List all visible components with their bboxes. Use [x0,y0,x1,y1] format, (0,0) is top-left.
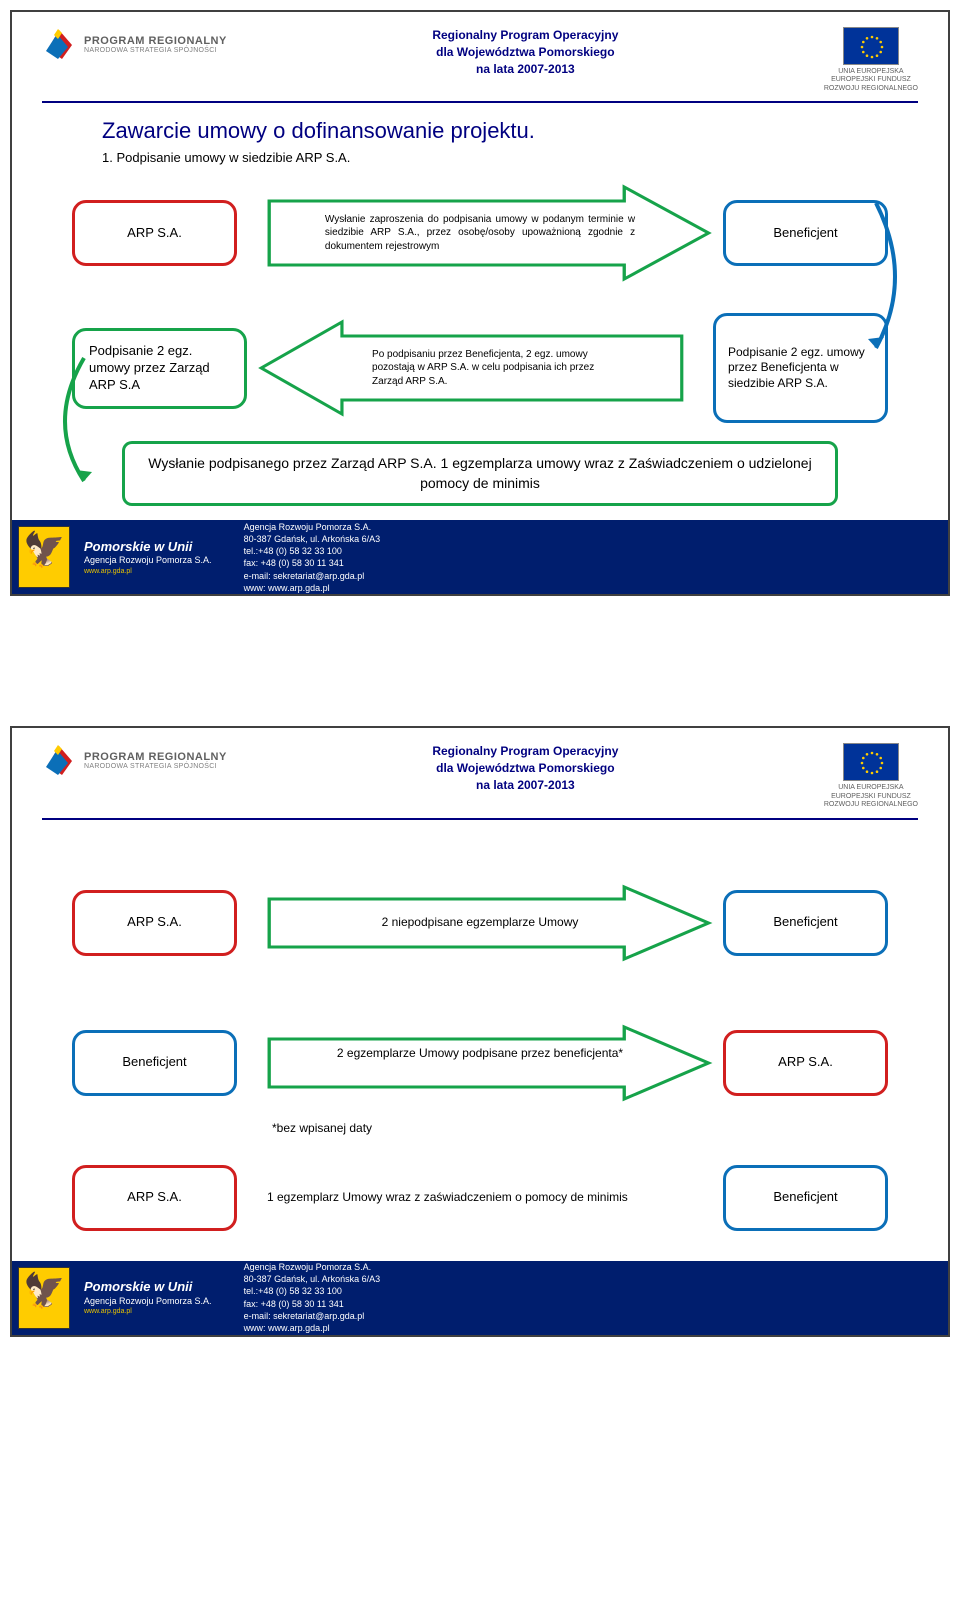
header-divider [42,818,918,820]
contact-l3: tel.:+48 (0) 58 32 33 100 [244,1285,381,1297]
pomorskie-shield-icon: 🦅 [18,1267,70,1329]
flow-row-1: ARP S.A. 2 niepodpisane egzemplarze Umow… [72,873,888,973]
contact-l3: tel.:+48 (0) 58 32 33 100 [244,545,381,557]
footer-contact: Agencja Rozwoju Pomorza S.A. 80-387 Gdań… [244,521,381,594]
box-sign-benef: Podpisanie 2 egz. umowy przez Beneficjen… [713,313,888,423]
header-center-l1: Regionalny Program Operacyjny [432,743,618,760]
header-divider [42,101,918,103]
footer-brand-sub: Agencja Rozwoju Pomorza S.A. [84,1296,212,1308]
box-beneficjent-3: Beneficjent [723,1165,888,1231]
box-arp-2: ARP S.A. [723,1030,888,1096]
footer-contact: Agencja Rozwoju Pomorza S.A. 80-387 Gdań… [244,1261,381,1334]
arrow-text-3: 1 egzemplarz Umowy wraz z zaświadczeniem… [267,1189,693,1206]
header-center-l1: Regionalny Program Operacyjny [432,27,618,44]
contact-l1: Agencja Rozwoju Pomorza S.A. [244,1261,381,1273]
eu-flag-icon [843,743,899,781]
footer-brand-main: Pomorskie w Unii [84,539,212,556]
eu-l3: ROZWOJU REGIONALNEGO [824,801,918,809]
footer-brand: Pomorskie w Unii Agencja Rozwoju Pomorza… [84,1279,212,1317]
program-subtitle: NARODOWA STRATEGIA SPÓJNOŚCI [84,763,227,770]
header-left: PROGRAM REGIONALNY NARODOWA STRATEGIA SP… [42,743,227,777]
header-center-l2: dla Województwa Pomorskiego [432,760,618,777]
arrow-text-1: Wysłanie zaproszenia do podpisania umowy… [317,213,643,254]
contact-l2: 80-387 Gdańsk, ul. Arkońska 6/A3 [244,533,381,545]
eu-text: UNIA EUROPEJSKA EUROPEJSKI FUNDUSZ ROZWO… [824,68,918,93]
arrow-text-2: Po podpisaniu przez Beneficjenta, 2 egz.… [364,348,623,389]
slide-header: PROGRAM REGIONALNY NARODOWA STRATEGIA SP… [42,743,918,817]
nss-logo-icon [42,27,76,61]
eu-l2: EUROPEJSKI FUNDUSZ [824,793,918,801]
long-box-result: Wysłanie podpisanego przez Zarząd ARP S.… [122,441,838,506]
contact-l5: e-mail: sekretariat@arp.gda.pl [244,1310,381,1322]
nss-logo-icon [42,743,76,777]
eu-l3: ROZWOJU REGIONALNEGO [824,85,918,93]
slide-1: PROGRAM REGIONALNY NARODOWA STRATEGIA SP… [10,10,950,596]
arrow-right: 2 niepodpisane egzemplarze Umowy [247,873,713,973]
contact-l2: 80-387 Gdańsk, ul. Arkońska 6/A3 [244,1273,381,1285]
footer-brand-url: www.arp.gda.pl [84,567,212,576]
flow-row-2: Beneficjent 2 egzemplarze Umowy podpisan… [72,1013,888,1113]
footnote: *bez wpisanej daty [272,1121,918,1135]
contact-l5: e-mail: sekretariat@arp.gda.pl [244,570,381,582]
arrow-right-2: 2 egzemplarze Umowy podpisane przez bene… [247,1013,713,1113]
header-center-l3: na lata 2007-2013 [432,61,618,78]
box-sign-zarzad: Podpisanie 2 egz. umowy przez Zarząd ARP… [72,328,247,409]
header-left-text: PROGRAM REGIONALNY NARODOWA STRATEGIA SP… [84,751,227,770]
contact-l4: fax: +48 (0) 58 30 11 341 [244,1298,381,1310]
program-subtitle: NARODOWA STRATEGIA SPÓJNOŚCI [84,47,227,54]
eu-l2: EUROPEJSKI FUNDUSZ [824,76,918,84]
pomorskie-shield-icon: 🦅 [18,526,70,588]
box-beneficjent-2: Beneficjent [72,1030,237,1096]
eu-l1: UNIA EUROPEJSKA [824,68,918,76]
footer-brand: Pomorskie w Unii Agencja Rozwoju Pomorza… [84,539,212,577]
footer-brand-url: www.arp.gda.pl [84,1307,212,1316]
header-right: UNIA EUROPEJSKA EUROPEJSKI FUNDUSZ ROZWO… [824,743,918,809]
slide-subtitle: 1. Podpisanie umowy w siedzibie ARP S.A. [102,150,918,165]
slide-footer: 🦅 Pomorskie w Unii Agencja Rozwoju Pomor… [12,1261,948,1335]
box-arp: ARP S.A. [72,890,237,956]
header-center-l2: dla Województwa Pomorskiego [432,44,618,61]
footer-brand-sub: Agencja Rozwoju Pomorza S.A. [84,555,212,567]
program-title: PROGRAM REGIONALNY [84,751,227,763]
slide-2: PROGRAM REGIONALNY NARODOWA STRATEGIA SP… [10,726,950,1336]
arrow-right-1: Wysłanie zaproszenia do podpisania umowy… [247,183,713,283]
flow-row-3: ARP S.A. 1 egzemplarz Umowy wraz z zaświ… [72,1165,888,1231]
slide-gap [0,606,960,716]
arrow-text-2: 2 egzemplarze Umowy podpisane przez bene… [294,1045,667,1061]
eu-l1: UNIA EUROPEJSKA [824,784,918,792]
arrow-left-1: Po podpisaniu przez Beneficjenta, 2 egz.… [257,318,703,418]
contact-l6: www: www.arp.gda.pl [244,1322,381,1334]
slide-title: Zawarcie umowy o dofinansowanie projektu… [102,118,918,144]
header-center-l3: na lata 2007-2013 [432,777,618,794]
slide-footer: 🦅 Pomorskie w Unii Agencja Rozwoju Pomor… [12,520,948,594]
footer-brand-main: Pomorskie w Unii [84,1279,212,1296]
arrow-text-1: 2 niepodpisane egzemplarze Umowy [374,914,587,930]
header-left: PROGRAM REGIONALNY NARODOWA STRATEGIA SP… [42,27,227,61]
box-beneficjent: Beneficjent [723,890,888,956]
header-left-text: PROGRAM REGIONALNY NARODOWA STRATEGIA SP… [84,35,227,54]
contact-l4: fax: +48 (0) 58 30 11 341 [244,557,381,569]
header-center: Regionalny Program Operacyjny dla Wojewó… [432,743,618,793]
flow-row-2: Podpisanie 2 egz. umowy przez Zarząd ARP… [72,313,888,423]
eu-text: UNIA EUROPEJSKA EUROPEJSKI FUNDUSZ ROZWO… [824,784,918,809]
flow-row-1: ARP S.A. Wysłanie zaproszenia do podpisa… [72,183,888,283]
box-beneficjent: Beneficjent [723,200,888,266]
header-right: UNIA EUROPEJSKA EUROPEJSKI FUNDUSZ ROZWO… [824,27,918,93]
program-title: PROGRAM REGIONALNY [84,35,227,47]
contact-l6: www: www.arp.gda.pl [244,582,381,594]
box-arp-3: ARP S.A. [72,1165,237,1231]
header-center: Regionalny Program Operacyjny dla Wojewó… [432,27,618,77]
eu-flag-icon [843,27,899,65]
box-arp: ARP S.A. [72,200,237,266]
contact-l1: Agencja Rozwoju Pomorza S.A. [244,521,381,533]
slide-header: PROGRAM REGIONALNY NARODOWA STRATEGIA SP… [42,27,918,101]
